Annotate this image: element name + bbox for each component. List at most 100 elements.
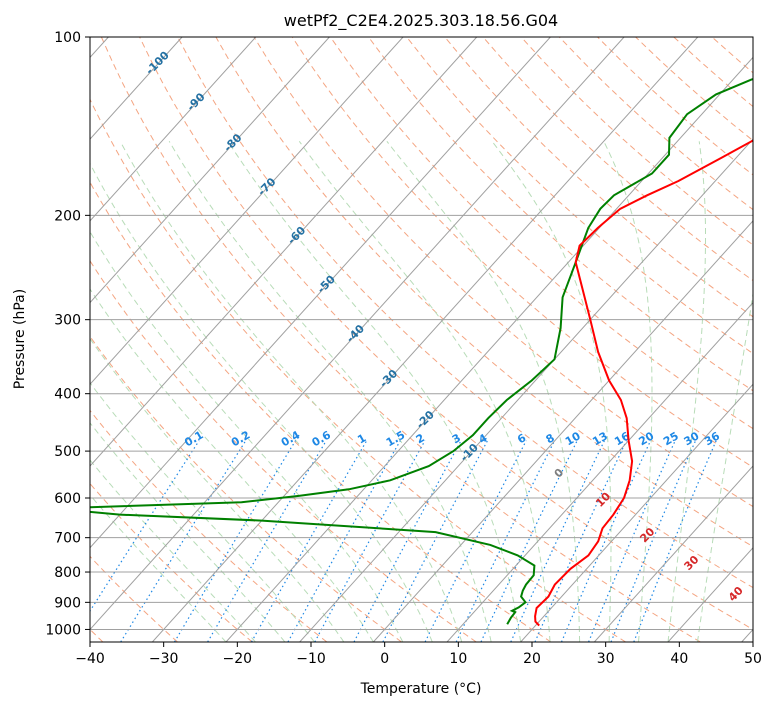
isotherm-line bbox=[741, 628, 753, 642]
mixing-ratio-label: 0.2 bbox=[229, 428, 252, 449]
dry-adiabats bbox=[90, 37, 753, 642]
isotherms bbox=[90, 37, 753, 642]
isotherm-line bbox=[90, 37, 183, 140]
mixing-ratio-label: 0.4 bbox=[279, 428, 303, 449]
mixing-ratio-line bbox=[314, 440, 426, 642]
y-tick-label: 1000 bbox=[45, 622, 81, 638]
dry-adiabat-line bbox=[215, 37, 753, 548]
moist-adiabat-line bbox=[90, 162, 433, 642]
isotherm-line bbox=[90, 37, 257, 222]
x-tick-label: 10 bbox=[449, 651, 467, 667]
mixing-ratio-line bbox=[353, 440, 462, 642]
isotherm-line bbox=[225, 56, 753, 642]
mixing-ratio-label: 0.6 bbox=[310, 428, 334, 449]
moist-adiabat-line bbox=[90, 422, 286, 642]
mixing-ratio-label: 10 bbox=[563, 429, 583, 448]
mixing-ratio-label: 13 bbox=[590, 429, 610, 448]
isotherm-line bbox=[90, 37, 625, 631]
dry-adiabat-line bbox=[90, 335, 402, 642]
moist-adiabats bbox=[90, 140, 753, 642]
mixing-ratio-line bbox=[610, 440, 697, 642]
isotherm-line bbox=[90, 37, 404, 386]
x-axis: −40 −30 −20 −10 0 10 20 30 40 50 bbox=[75, 642, 762, 667]
y-axis: 1000 900 800 700 600 500 400 300 200 100 bbox=[45, 30, 90, 638]
x-tick-label: 40 bbox=[670, 651, 688, 667]
mixing-ratio-label: 0.1 bbox=[182, 428, 205, 449]
dry-adiabat-line bbox=[635, 37, 753, 142]
dry-adiabat-line bbox=[711, 37, 753, 74]
dry-adiabat-line bbox=[90, 555, 178, 642]
plot-frame bbox=[89, 36, 754, 643]
y-tick-label: 500 bbox=[54, 444, 81, 460]
mixing-ratio-label: 2 bbox=[414, 431, 427, 446]
mixing-ratio-line bbox=[173, 440, 297, 642]
dry-adiabat-line bbox=[597, 37, 753, 176]
x-tick-label: 50 bbox=[744, 651, 762, 667]
dry-adiabat-line bbox=[90, 482, 253, 642]
moist-adiabat-line bbox=[119, 141, 463, 642]
mixing-ratio-line bbox=[633, 440, 717, 642]
y-tick-label: 300 bbox=[54, 313, 81, 329]
mixing-ratio-line bbox=[250, 440, 368, 642]
isobars bbox=[90, 37, 753, 630]
mixing-ratio-label: 25 bbox=[661, 429, 681, 448]
moist-adiabat-label: 40 bbox=[726, 584, 746, 604]
isotherm-line bbox=[90, 37, 330, 304]
x-tick-label: −30 bbox=[149, 651, 179, 667]
isotherm-line bbox=[667, 546, 753, 642]
y-tick-label: 600 bbox=[54, 491, 81, 507]
dry-adiabat-line bbox=[253, 37, 753, 508]
dry-adiabat-line bbox=[329, 37, 753, 430]
mixing-ratio-label: 8 bbox=[544, 431, 557, 446]
mixing-ratio-label: 1.5 bbox=[384, 428, 407, 449]
dry-adiabat-line bbox=[177, 37, 753, 589]
x-tick-label: 30 bbox=[597, 651, 615, 667]
moist-adiabat-label: 20 bbox=[637, 525, 657, 545]
y-tick-label: 100 bbox=[54, 30, 81, 46]
x-tick-label: 0 bbox=[380, 651, 389, 667]
y-tick-label: 700 bbox=[54, 531, 81, 547]
dry-adiabat-line bbox=[100, 37, 701, 642]
moist-adiabat-line bbox=[697, 290, 753, 642]
isotherm-line bbox=[151, 37, 699, 642]
mixing-ratio-line bbox=[120, 440, 247, 642]
background-lines bbox=[90, 37, 753, 642]
isotherm-line bbox=[520, 383, 753, 642]
moist-adiabat-line bbox=[227, 141, 522, 642]
x-tick-label: −40 bbox=[75, 651, 105, 667]
y-tick-label: 900 bbox=[54, 595, 81, 611]
temperature-line bbox=[534, 139, 753, 627]
y-axis-title: Pressure (hPa) bbox=[12, 289, 28, 389]
mixing-ratio-line bbox=[287, 440, 401, 642]
dry-adiabat-line bbox=[90, 98, 626, 642]
isotherm-line bbox=[90, 37, 551, 549]
moist-adiabat-line bbox=[90, 494, 227, 642]
isotherm-line bbox=[90, 37, 478, 467]
moist-adiabat-label: 0 bbox=[552, 466, 567, 481]
mixing-ratio-line bbox=[455, 440, 556, 642]
y-tick-label: 800 bbox=[54, 565, 81, 581]
moist-adiabat-line bbox=[90, 337, 345, 642]
dry-adiabat-line bbox=[406, 37, 753, 355]
dry-adiabat-line bbox=[291, 37, 753, 468]
mixing-ratio-lines bbox=[90, 440, 717, 642]
y-tick-label: 400 bbox=[54, 387, 81, 403]
moist-adiabat-label: 30 bbox=[682, 553, 702, 573]
isotherm-line bbox=[446, 301, 753, 642]
y-tick-label: 200 bbox=[54, 208, 81, 224]
mixing-ratio-label: 6 bbox=[515, 431, 528, 446]
x-axis-title: Temperature (°C) bbox=[360, 681, 482, 697]
isotherm-line bbox=[372, 220, 753, 642]
isotherm-line bbox=[593, 465, 753, 642]
mixing-ratio-line bbox=[207, 440, 327, 642]
dry-adiabat-line bbox=[90, 259, 477, 642]
x-tick-label: −20 bbox=[223, 651, 253, 667]
isotherm-line bbox=[299, 138, 753, 642]
dry-adiabat-line bbox=[139, 37, 753, 630]
mixing-ratio-labels: 0.1 0.2 0.4 0.6 1 1.5 2 3 4 6 8 10 13 16 20 25 30 36 bbox=[182, 428, 722, 449]
x-tick-label: 20 bbox=[523, 651, 541, 667]
chart-title: wetPf2_C2E4.2025.303.18.56.G04 bbox=[284, 11, 558, 31]
dry-adiabat-line bbox=[90, 409, 328, 642]
